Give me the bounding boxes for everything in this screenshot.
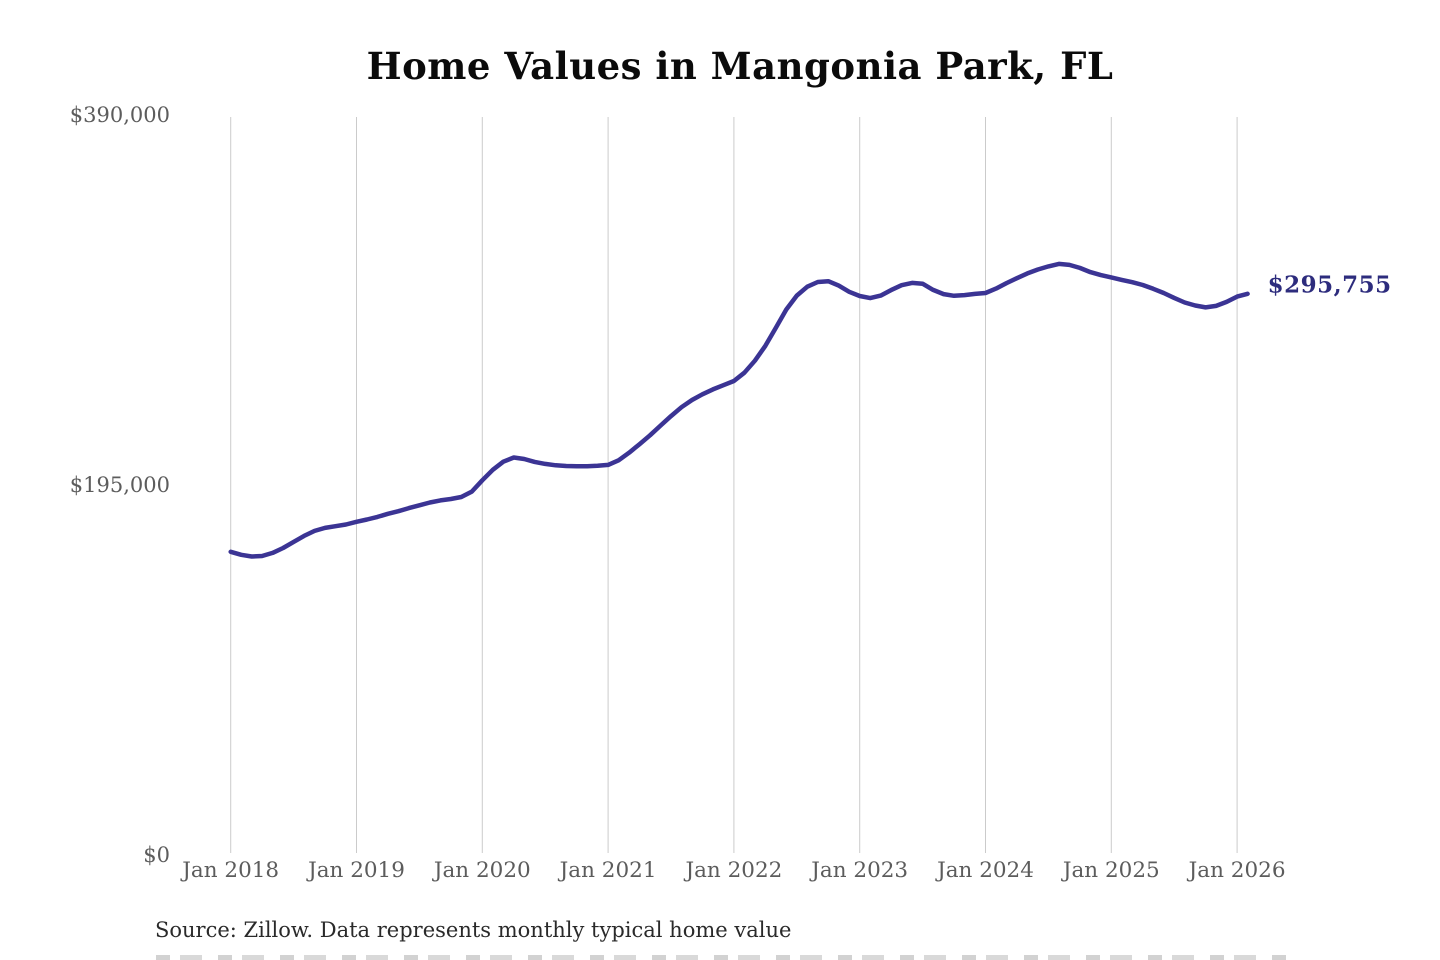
- x-axis-label: Jan 2026: [1188, 858, 1286, 883]
- gridline-group: [230, 117, 1238, 853]
- source-note: Source: Zillow. Data represents monthly …: [155, 918, 792, 942]
- x-axis-label: Jan 2018: [182, 858, 280, 883]
- x-axis-label: Jan 2021: [559, 858, 657, 883]
- page-title: Home Values in Mangonia Park, FL: [366, 44, 1114, 88]
- x-axis-label: Jan 2024: [937, 858, 1034, 883]
- y-axis-label: $390,000: [69, 103, 170, 127]
- x-axis-label: Jan 2022: [685, 858, 783, 883]
- cut-off-text-artifact: [156, 955, 1296, 960]
- value-annotation: $295,755: [1267, 271, 1392, 299]
- x-axis-label: Jan 2025: [1062, 858, 1160, 883]
- y-axis-label: $195,000: [69, 473, 170, 497]
- y-axis-label: $0: [143, 843, 170, 867]
- x-axis-label: Jan 2019: [308, 858, 405, 883]
- home-value-line: [228, 261, 1250, 559]
- x-axis-label: Jan 2020: [433, 858, 531, 883]
- x-axis-label: Jan 2023: [811, 858, 909, 883]
